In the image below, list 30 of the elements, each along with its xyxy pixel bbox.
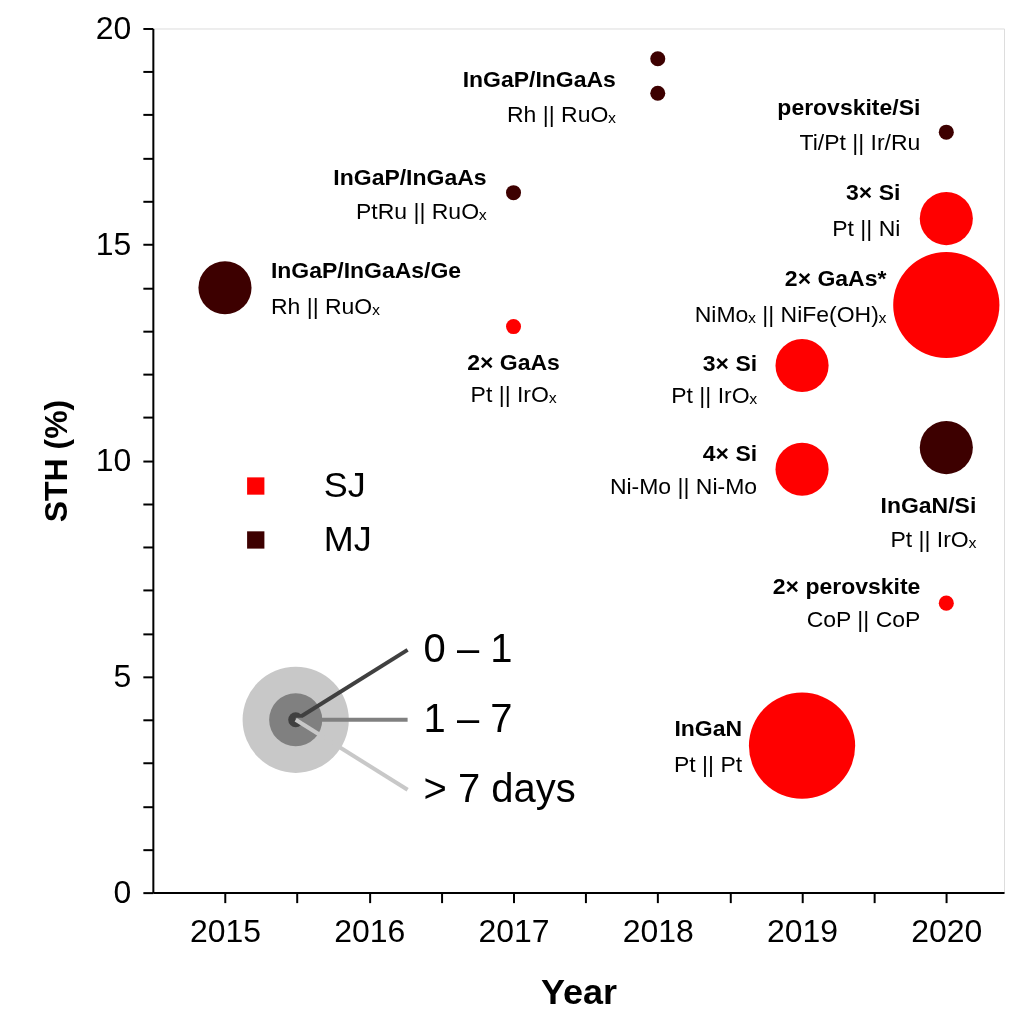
annotation: 3× Si Pt || IrOₓ: [671, 350, 758, 409]
legend-label: 0 – 1: [423, 625, 513, 670]
annotation: InGaN Pt || Pt: [673, 714, 743, 777]
y-tick-label: 10: [95, 442, 132, 479]
annotation: 2× perovskite CoP || CoP: [772, 573, 921, 633]
x-tick-label: 2016: [334, 913, 406, 950]
x-axis-title: Year: [540, 971, 617, 1013]
annotation: InGaP/InGaAs Rh || RuOₓ: [462, 65, 617, 127]
annotation: 2× GaAs Pt || IrOₓ: [467, 348, 560, 407]
annotation: InGaP/InGaAs/Ge Rh || RuOₓ: [270, 256, 462, 319]
x-tick-label: 2019: [767, 913, 839, 950]
legend-label: SJ: [323, 464, 366, 506]
x-tick-label: 2017: [478, 913, 550, 950]
y-tick-label: 0: [113, 874, 132, 911]
y-tick-label: 5: [113, 658, 132, 695]
annotation: perovskite/Si Ti/Pt || Ir/Ru: [777, 94, 921, 156]
x-tick-label: 2015: [189, 913, 262, 950]
legend-label: > 7 days: [423, 765, 576, 810]
legend-label: 1 – 7: [423, 695, 513, 740]
legend-label: MJ: [323, 517, 372, 559]
x-tick-label: 2018: [622, 913, 694, 950]
annotation: InGaN/Si Pt || IrOₓ: [880, 491, 977, 553]
annotation: InGaP/InGaAs PtRu || RuOₓ: [333, 163, 487, 224]
y-tick-label: 20: [95, 9, 132, 46]
y-axis-title: STH (%): [37, 399, 74, 523]
y-tick-label: 15: [95, 226, 132, 262]
annotation: 3× Si Pt || Ni: [832, 178, 901, 241]
x-tick-label: 2020: [911, 913, 983, 950]
annotation: 4× Si Ni-Mo || Ni-Mo: [609, 440, 758, 500]
annotation: 2× GaAs* NiMoₓ || NiFe(OH)ₓ: [694, 265, 887, 327]
